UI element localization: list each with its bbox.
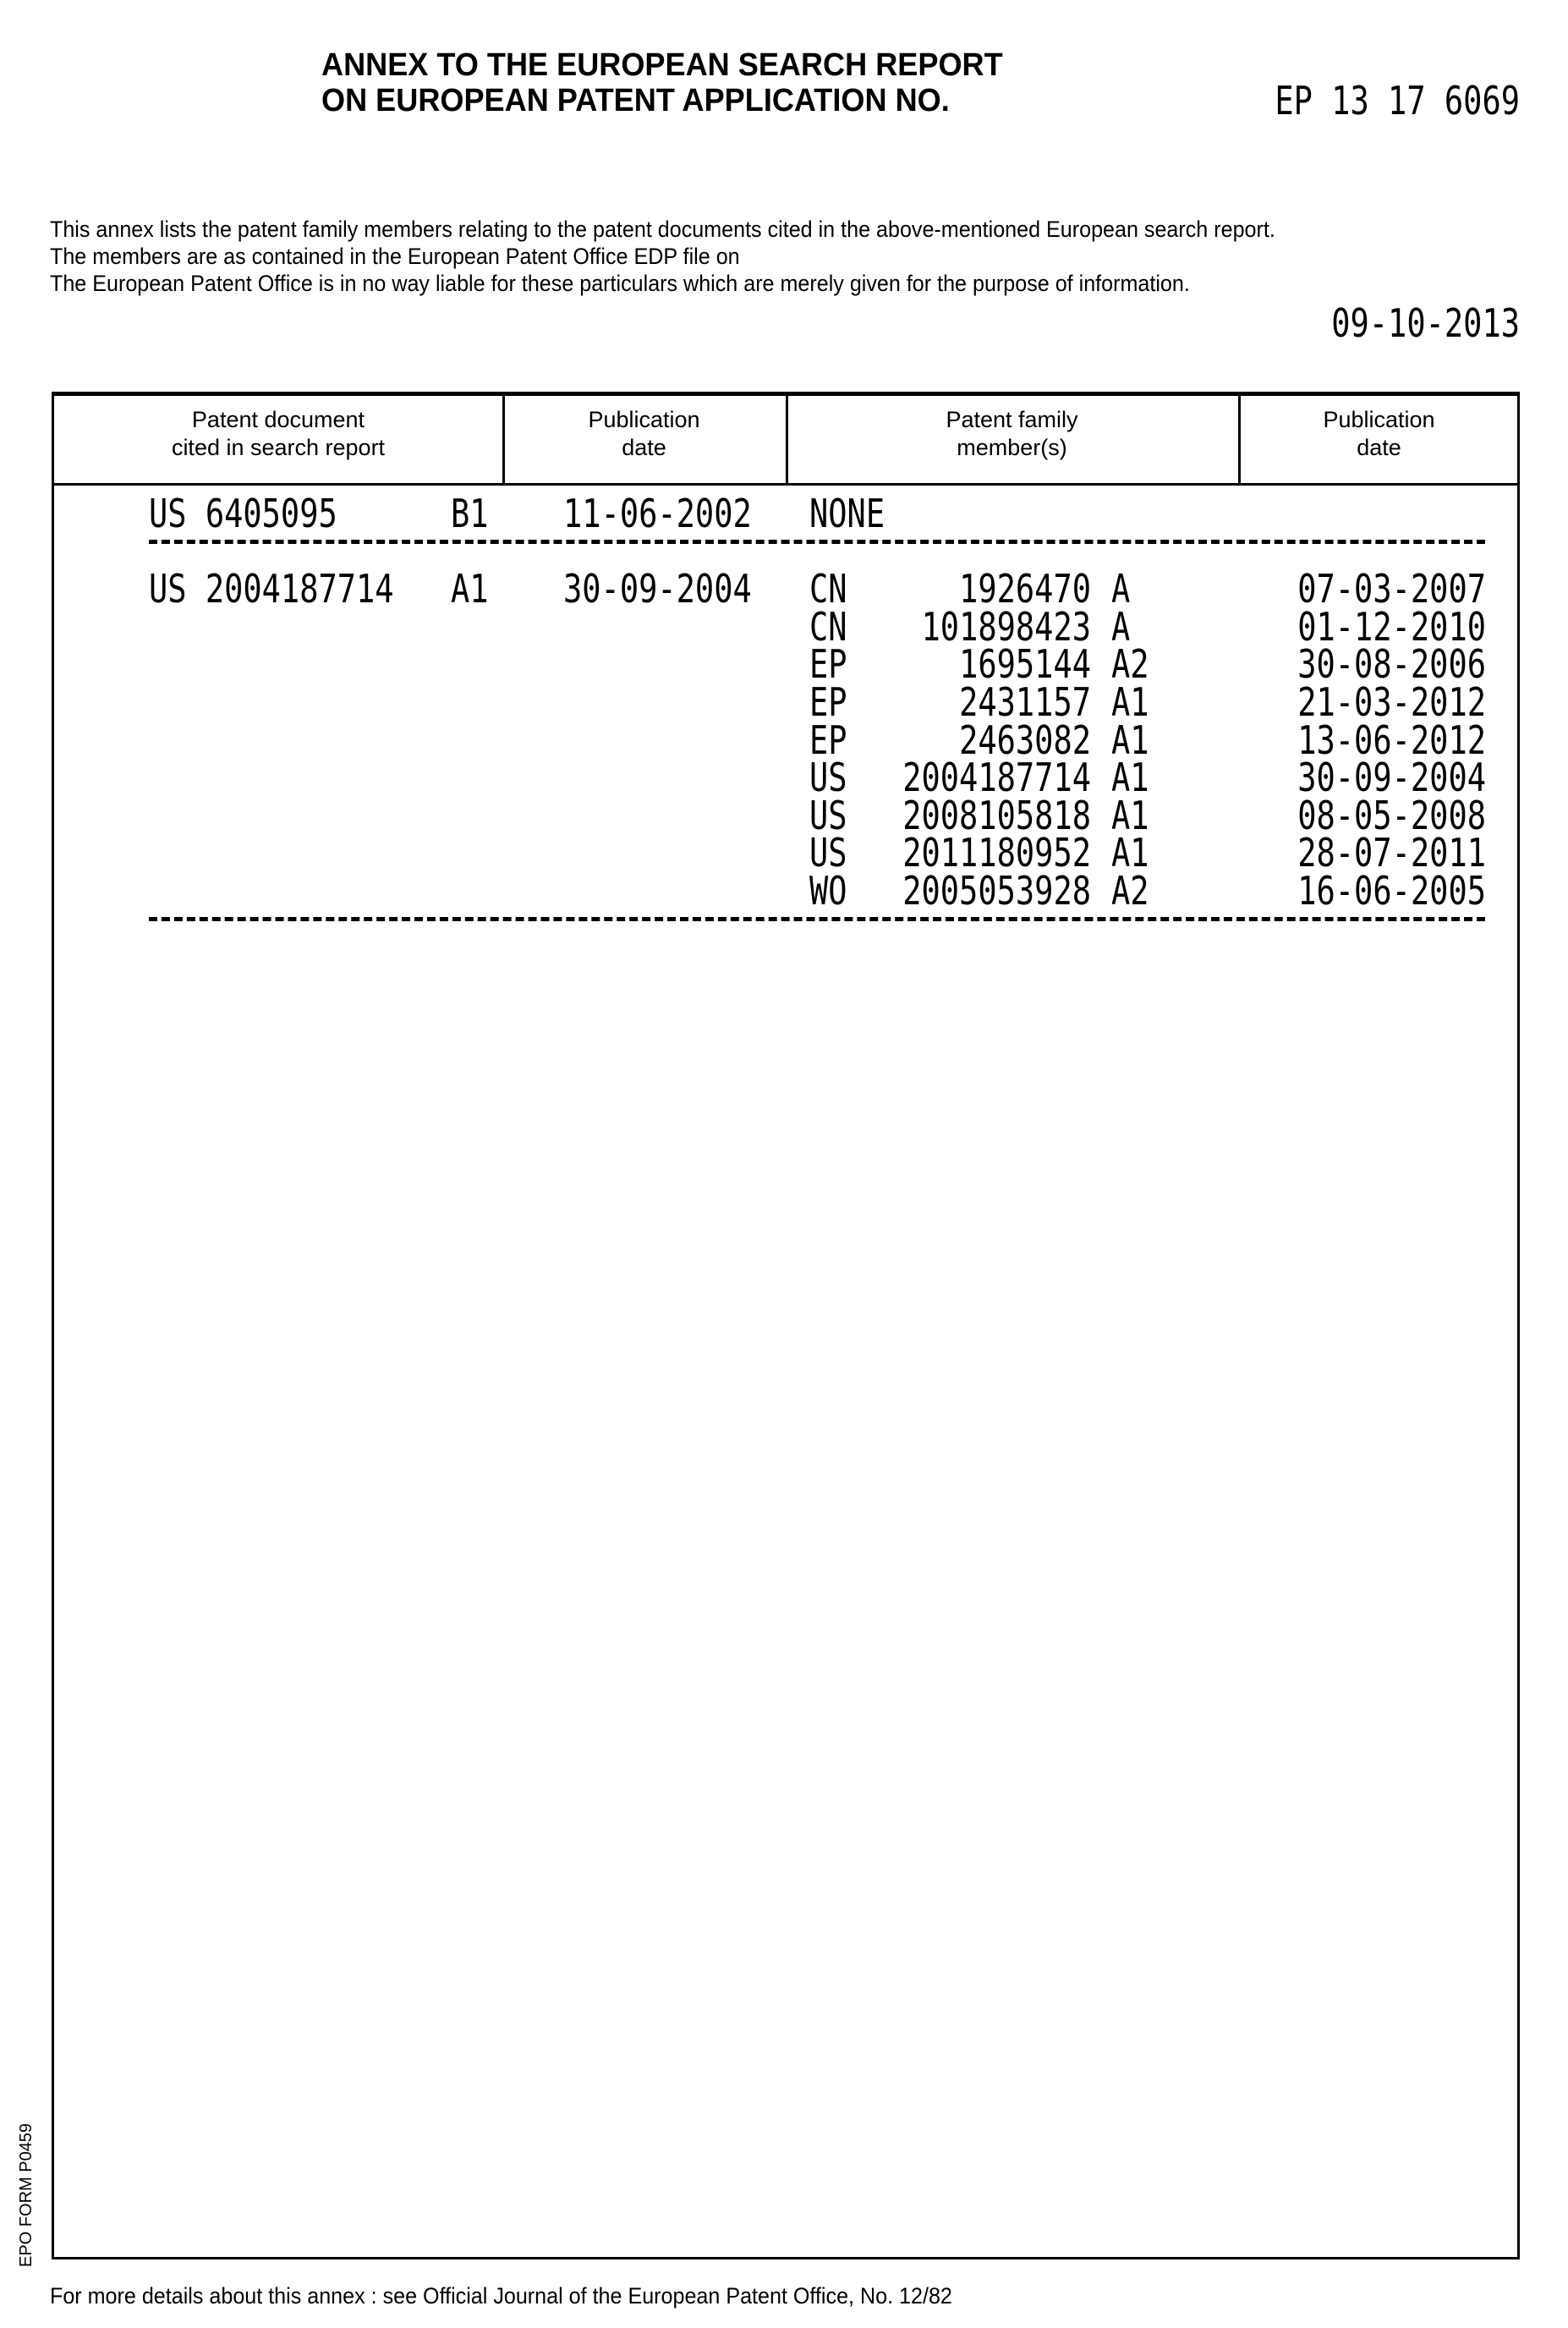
report-title-line2: ON EUROPEAN PATENT APPLICATION NO. [321,85,950,117]
member-publication-date: 16-06-2005 [1297,870,1486,913]
member-country: WO [809,870,847,913]
report-title-line1: ANNEX TO THE EUROPEAN SEARCH REPORT [321,49,1003,81]
intro-line1: This annex lists the patent family membe… [50,216,1275,243]
header-divider [54,483,1517,486]
no-family-members: NONE [809,493,885,535]
header-patent-document: Patent document cited in search report [54,406,502,462]
header-text: member(s) [786,434,1238,462]
cited-kind-code: A1 [451,568,489,611]
member-number: 2005053928 [902,870,1091,913]
entry-separator [149,917,1485,921]
header-family-members: Patent family member(s) [786,406,1238,462]
report-date: 09-10-2013 [1331,303,1520,345]
header-text: Patent document [54,406,502,434]
header-family-publication-date: Publication date [1238,406,1520,462]
footer-note: For more details about this annex : see … [50,2282,952,2309]
cited-kind-code: B1 [451,493,489,535]
header-text: Publication [502,406,786,434]
header-text: Patent family [786,406,1238,434]
intro-line3: The European Patent Office is in no way … [50,270,1190,297]
header-text: date [502,434,786,462]
member-kind-code: A2 [1111,870,1149,913]
entry-separator [149,540,1485,544]
application-number: EP 13 17 6069 [1275,80,1520,123]
form-label: EPO FORM P0459 [17,2123,36,2267]
cited-publication-date: 11-06-2002 [563,493,752,535]
patent-family-table: Patent document cited in search report P… [52,392,1520,2259]
cited-document: US 2004187714 [149,568,394,611]
header-text: cited in search report [54,434,502,462]
cited-publication-date: 30-09-2004 [563,568,752,611]
cited-document: US 6405095 [149,493,337,535]
header-text: date [1238,434,1520,462]
header-publication-date: Publication date [502,406,786,462]
header-text: Publication [1238,406,1520,434]
intro-line2: The members are as contained in the Euro… [50,243,740,270]
